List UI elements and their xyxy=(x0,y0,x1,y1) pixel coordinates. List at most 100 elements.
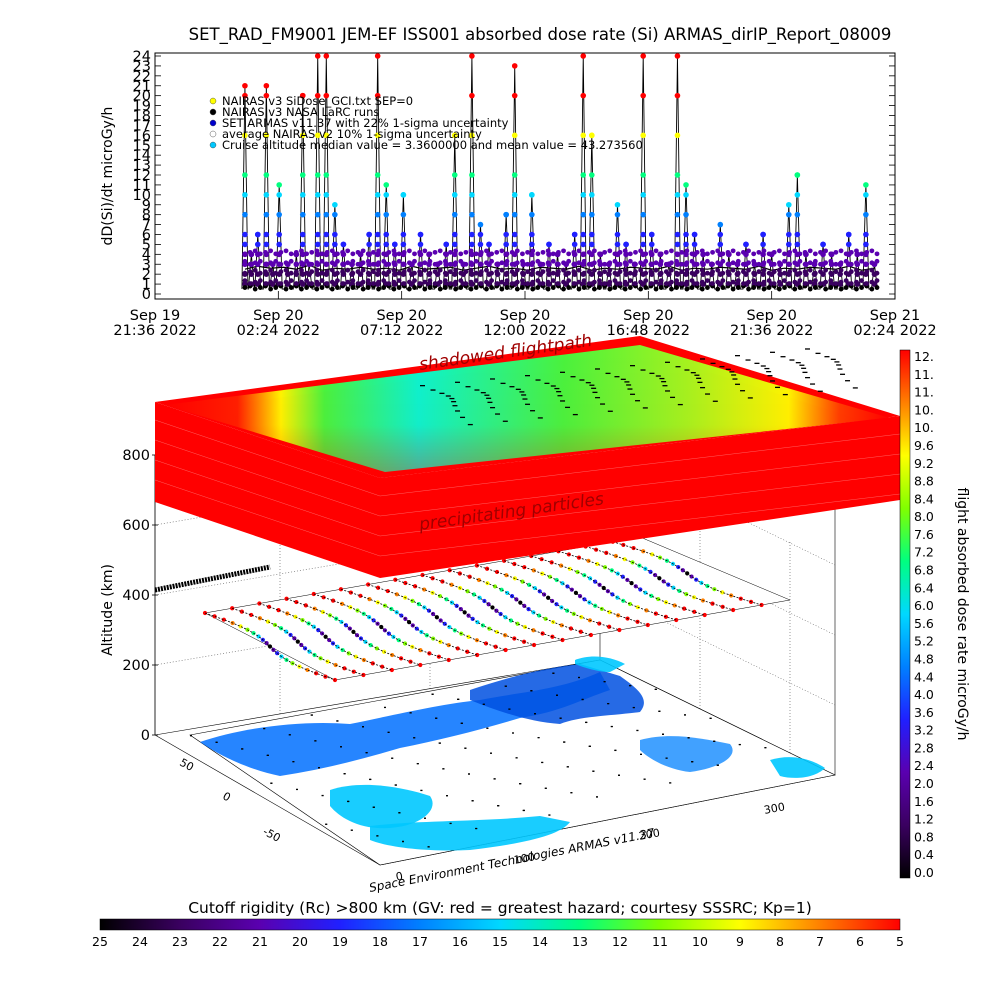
data-point xyxy=(432,281,438,286)
data-point xyxy=(863,241,869,248)
data-point xyxy=(299,211,306,218)
data-point xyxy=(252,260,258,266)
data-point xyxy=(771,281,777,286)
data-point xyxy=(550,270,556,276)
colorbar-tick-label: 23 xyxy=(172,934,188,949)
data-point xyxy=(376,248,381,254)
data-point xyxy=(854,271,861,277)
data-point xyxy=(314,172,321,178)
slab-dot xyxy=(579,379,585,381)
data-point xyxy=(545,248,551,254)
data-point xyxy=(437,260,443,266)
data-point xyxy=(776,279,782,285)
data-point xyxy=(340,241,347,248)
data-point xyxy=(242,241,248,248)
track-point xyxy=(249,612,254,618)
data-point xyxy=(674,285,679,290)
track-point xyxy=(607,610,612,615)
data-point xyxy=(617,249,623,255)
data-point xyxy=(288,270,294,276)
data-point xyxy=(268,248,274,254)
ground-dot xyxy=(497,805,500,807)
data-point xyxy=(689,278,695,284)
slab-dot xyxy=(712,400,718,402)
data-point xyxy=(288,278,294,284)
y-axis-label: dD(Si)/dt microGy/h xyxy=(100,107,116,246)
data-point xyxy=(725,269,731,275)
data-point xyxy=(453,260,459,266)
track-line xyxy=(286,598,421,666)
track-point xyxy=(627,601,633,607)
ground-dot xyxy=(709,717,712,719)
data-point xyxy=(514,248,520,254)
track-point xyxy=(265,619,271,624)
data-point xyxy=(340,261,345,267)
ground-dot xyxy=(544,787,547,789)
ground-dot xyxy=(603,681,606,683)
track-point xyxy=(374,646,379,651)
colorbar-tick-label: 6.8 xyxy=(914,563,934,578)
data-point xyxy=(283,267,289,273)
data-point xyxy=(761,279,767,285)
data-point xyxy=(453,248,459,254)
data-point xyxy=(818,249,823,255)
legend-label: NAIRAS v3 SiDose_GCI.txt SEP=0 xyxy=(222,94,413,108)
data-point xyxy=(329,286,335,292)
lat-tick-label: 50 xyxy=(177,756,195,774)
track-line xyxy=(449,569,592,636)
data-point xyxy=(247,261,253,267)
data-point xyxy=(340,281,345,286)
data-point xyxy=(545,260,551,266)
data-point xyxy=(576,279,582,285)
data-point xyxy=(571,261,577,267)
data-point xyxy=(720,258,726,264)
data-point xyxy=(511,192,518,198)
track-point xyxy=(567,566,572,571)
track-point xyxy=(342,666,347,671)
data-point xyxy=(874,258,880,264)
data-point xyxy=(381,258,387,264)
y-tick-label: 17 xyxy=(133,118,151,134)
data-point xyxy=(663,249,669,255)
data-point xyxy=(653,260,659,266)
data-point xyxy=(437,279,443,285)
slab-dot xyxy=(420,385,425,387)
data-point xyxy=(529,271,535,277)
slab-dot xyxy=(626,384,632,386)
colorbar-tick-label: 0.0 xyxy=(914,865,934,880)
data-point xyxy=(679,281,685,286)
data-point xyxy=(751,278,757,284)
data-point xyxy=(782,278,787,284)
data-point xyxy=(591,248,597,254)
data-point xyxy=(448,281,453,286)
data-point xyxy=(329,248,335,254)
data-point xyxy=(392,241,398,248)
data-point xyxy=(785,241,792,248)
data-point xyxy=(818,261,823,267)
y-tick-label: 24 xyxy=(133,49,151,65)
data-point xyxy=(807,260,813,266)
data-point xyxy=(746,248,751,254)
data-point xyxy=(761,260,767,266)
track-point xyxy=(239,609,244,614)
track-point xyxy=(393,577,398,582)
data-point xyxy=(386,269,392,275)
data-point xyxy=(823,286,829,292)
data-point xyxy=(792,279,798,285)
cutoff-rigidity-colorbar: Cutoff rigidity (Rc) >800 km (GV: red = … xyxy=(92,899,904,949)
data-point xyxy=(324,281,330,286)
data-point xyxy=(422,286,428,292)
track-point xyxy=(559,623,564,628)
track-point xyxy=(257,601,262,606)
data-point xyxy=(581,285,587,290)
lon-tick-label: 100 xyxy=(513,850,536,866)
data-point xyxy=(715,248,721,254)
data-point xyxy=(710,249,715,255)
data-point xyxy=(273,270,279,276)
data-point xyxy=(710,281,715,286)
data-point xyxy=(263,132,270,139)
ground-dot xyxy=(541,761,544,764)
data-point xyxy=(550,285,556,290)
data-point xyxy=(674,231,681,238)
